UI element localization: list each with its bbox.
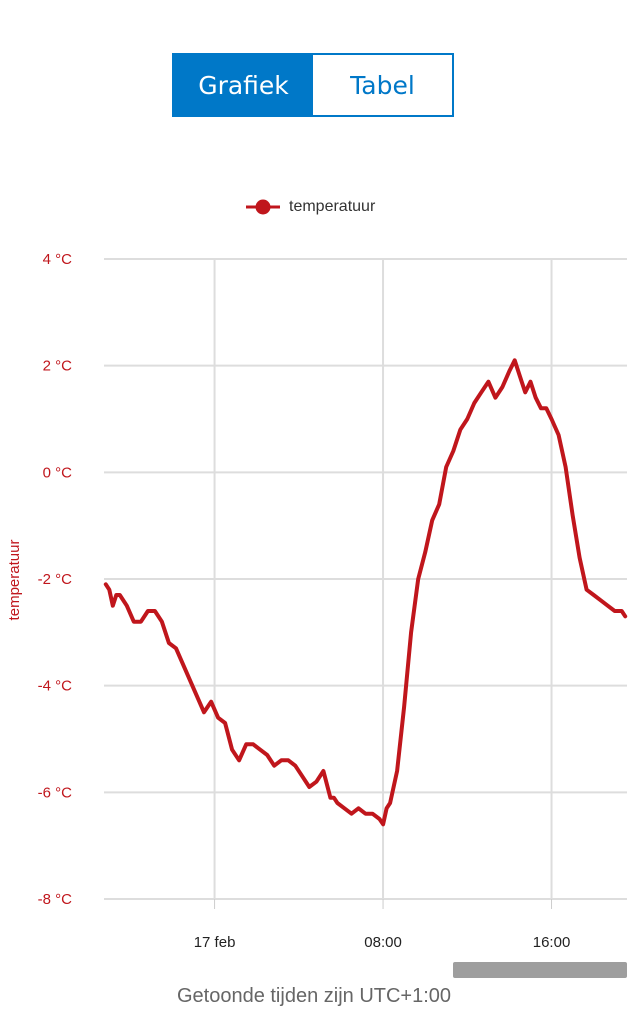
legend-item-temperature[interactable]: temperatuur [246,194,375,220]
x-tick-label: 16:00 [533,934,571,950]
x-tick-label: 08:00 [364,934,402,950]
y-tick-label: 4 °C [43,251,73,268]
tab-chart[interactable]: Grafiek [174,55,313,115]
y-tick-label: 0 °C [43,464,73,481]
y-tick-label: 2 °C [43,358,73,375]
y-axis-title: temperatuur [6,540,23,621]
chart-scrollbar[interactable] [453,962,627,978]
legend-line-marker-icon [246,199,280,215]
legend-label: temperatuur [289,198,376,215]
timezone-note: Getoonde tijden zijn UTC+1:00 [176,985,452,1007]
series-line-temperature [103,358,628,827]
view-toggle: Grafiek Tabel [172,53,454,117]
y-tick-label: -6 °C [38,784,73,801]
y-tick-label: -4 °C [38,678,73,695]
y-tick-label: -2 °C [38,571,73,588]
x-tick-label: 17 feb [194,934,236,950]
y-tick-label: -8 °C [38,891,73,908]
tab-table[interactable]: Tabel [313,55,452,115]
temperature-chart: 4 °C 2 °C 0 °C -2 °C -4 °C -6 °C -8 °C 17 feb 08… [6,251,628,950]
